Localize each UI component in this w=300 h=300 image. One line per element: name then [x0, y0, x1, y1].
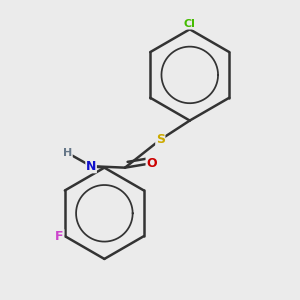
Text: N: N [86, 160, 96, 173]
Text: S: S [156, 133, 165, 146]
Text: O: O [146, 157, 157, 170]
Text: F: F [55, 230, 64, 243]
Text: Cl: Cl [184, 19, 196, 29]
Text: H: H [63, 148, 72, 158]
